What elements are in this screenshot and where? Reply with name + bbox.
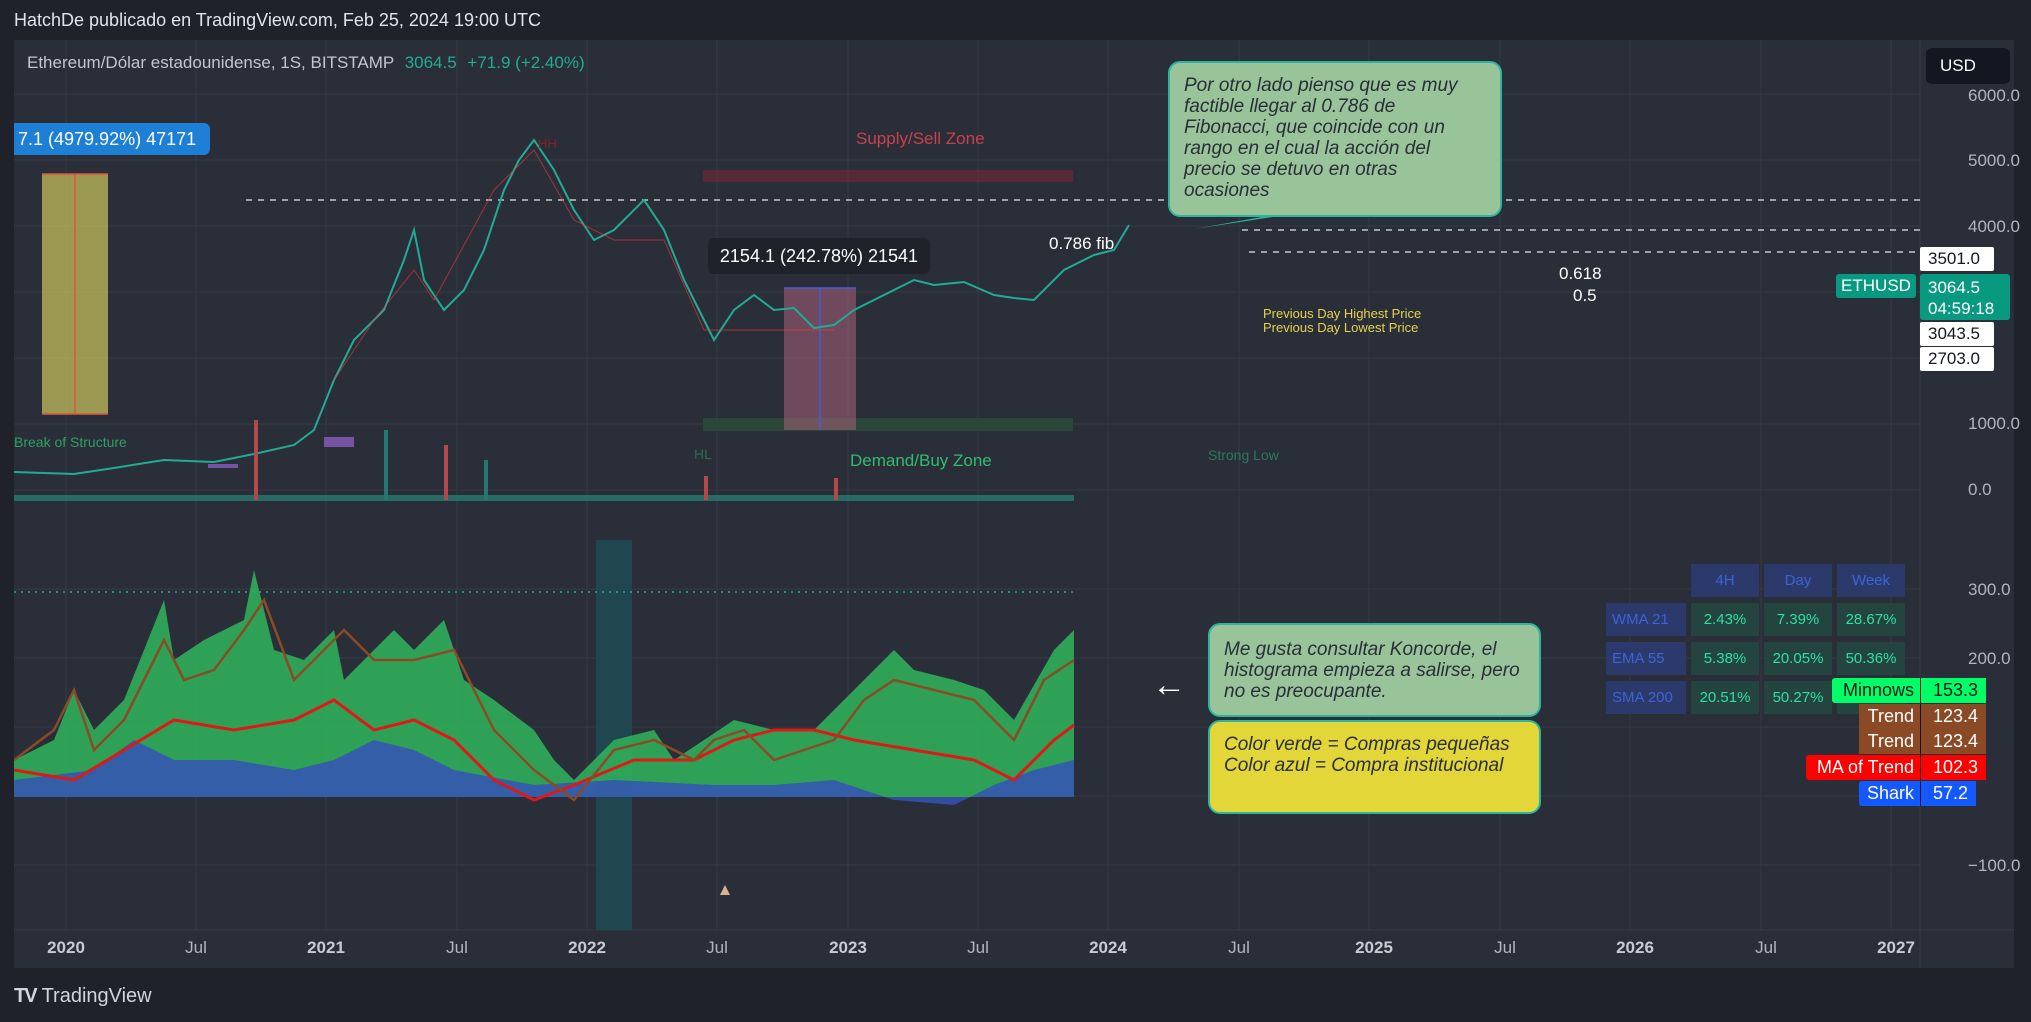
current-price: 3064.5 bbox=[1928, 278, 1980, 297]
color-legend-note[interactable]: Color verde = Compras pequeñas Color azu… bbox=[1208, 720, 1541, 814]
brand-name: TradingView bbox=[41, 985, 152, 1007]
hl-label: HL bbox=[694, 446, 712, 462]
x-tick: Jul bbox=[1755, 938, 1777, 957]
x-tick: Jul bbox=[967, 938, 989, 957]
koncorde-label-minnows: Minnows bbox=[1832, 678, 1920, 703]
ind-tick-minus100: −100.0 bbox=[1968, 856, 2021, 875]
publish-bar: HatchDe publicado en TradingView.com, Fe… bbox=[14, 10, 541, 30]
ma-cell: 50.27% bbox=[1764, 681, 1832, 714]
koncorde-value-minnows: 153.3 bbox=[1920, 678, 1986, 703]
x-tick: Jul bbox=[185, 938, 207, 957]
price-change: +71.9 (+2.40%) bbox=[467, 53, 585, 72]
y-tick-5000: 5000.0 bbox=[1968, 151, 2020, 170]
y-tick-4000: 4000.0 bbox=[1968, 217, 2020, 236]
pdl-label: Previous Day Lowest Price bbox=[1263, 320, 1419, 335]
koncorde-value-ma-trend: 102.3 bbox=[1920, 755, 1986, 780]
arrow-left-icon: ← bbox=[1152, 666, 1186, 704]
x-tick: 2020 bbox=[47, 938, 85, 957]
x-tick: 2023 bbox=[829, 938, 867, 957]
break-of-structure-label: Break of Structure bbox=[14, 434, 127, 450]
pdh-price-tag: 3043.5 bbox=[1920, 322, 1994, 346]
koncorde-value-shark: 57.2 bbox=[1920, 781, 1976, 806]
x-tick: 2027 bbox=[1877, 938, 1915, 957]
color-note-green: Color verde = Compras pequeñas bbox=[1224, 734, 1510, 755]
ma-cell: 2.43% bbox=[1691, 603, 1759, 636]
ind-tick-200: 200.0 bbox=[1968, 649, 2011, 668]
hh-label: HH bbox=[538, 136, 557, 151]
current-price-tag: 3064.5 04:59:18 bbox=[1920, 274, 2010, 320]
strong-low-label: Strong Low bbox=[1208, 447, 1279, 463]
symbol-legend[interactable]: Ethereum/Dólar estadounidense, 1S, BITST… bbox=[27, 53, 585, 73]
koncorde-label-trend: Trend bbox=[1859, 704, 1920, 729]
ma-cell: 50.36% bbox=[1837, 642, 1905, 675]
x-tick: 2026 bbox=[1616, 938, 1654, 957]
koncorde-label-shark: Shark bbox=[1859, 781, 1920, 806]
ma-cell: 28.67% bbox=[1837, 603, 1905, 636]
pdl-price-tag: 2703.0 bbox=[1920, 347, 1994, 371]
x-tick: Jul bbox=[1228, 938, 1250, 957]
measure-label-mid[interactable]: 2154.1 (242.78%) 21541 bbox=[708, 238, 930, 274]
footer-brand[interactable]: TV TradingView bbox=[14, 985, 152, 1008]
ma-row-label: SMA 200 bbox=[1606, 681, 1686, 714]
symbol-tag: ETHUSD bbox=[1836, 274, 1916, 298]
y-tick-0: 0.0 bbox=[1968, 480, 1992, 499]
ma-table-header: Week bbox=[1837, 564, 1905, 597]
ma-cell: 7.39% bbox=[1764, 603, 1832, 636]
currency-button[interactable]: USD bbox=[1926, 48, 2010, 84]
chart-canvas bbox=[14, 40, 2014, 968]
koncorde-value-trend: 123.4 bbox=[1920, 704, 1986, 729]
demand-zone-label: Demand/Buy Zone bbox=[850, 451, 992, 470]
fib-05-label: 0.5 bbox=[1573, 286, 1597, 305]
ma-cell: 20.05% bbox=[1764, 642, 1832, 675]
fib-note-callout[interactable]: Por otro lado pienso que es muy factible… bbox=[1168, 61, 1502, 217]
ma-table-header: 4H bbox=[1691, 564, 1759, 597]
color-note-blue: Color azul = Compra institucional bbox=[1224, 755, 1504, 776]
fib-0786-label: 0.786 fib bbox=[1049, 234, 1115, 253]
ma-row-label: EMA 55 bbox=[1606, 642, 1686, 675]
koncorde-label-ma-trend: MA of Trend bbox=[1806, 755, 1920, 780]
chart-pane[interactable] bbox=[14, 40, 2014, 968]
koncorde-label-trend-2: Trend bbox=[1859, 729, 1920, 754]
x-tick: 2022 bbox=[568, 938, 606, 957]
supply-zone-label: Supply/Sell Zone bbox=[856, 129, 985, 148]
y-tick-1000: 1000.0 bbox=[1968, 414, 2020, 433]
x-tick: Jul bbox=[1494, 938, 1516, 957]
measure-label-left[interactable]: 7.1 (4979.92%) 47171 bbox=[14, 123, 210, 155]
pdh-label: Previous Day Highest Price bbox=[1263, 306, 1422, 321]
last-price: 3064.5 bbox=[404, 53, 457, 72]
ind-tick-300: 300.0 bbox=[1968, 580, 2011, 599]
koncorde-note-callout[interactable]: Me gusta consultar Koncorde, el histogra… bbox=[1208, 623, 1541, 717]
ma-cell: 5.38% bbox=[1691, 642, 1759, 675]
symbol-description: Ethereum/Dólar estadounidense, 1S, BITST… bbox=[27, 53, 394, 72]
x-tick: Jul bbox=[446, 938, 468, 957]
x-tick: 2024 bbox=[1089, 938, 1127, 957]
y-tick-6000: 6000.0 bbox=[1968, 86, 2020, 105]
ma-row-label: WMA 21 bbox=[1606, 603, 1686, 636]
fib-0786-price-tag: 3501.0 bbox=[1920, 247, 1994, 271]
koncorde-value-trend-2: 123.4 bbox=[1920, 729, 1986, 754]
bar-countdown: 04:59:18 bbox=[1928, 299, 1995, 318]
tradingview-logo-icon: TV bbox=[14, 985, 38, 1007]
x-tick: Jul bbox=[706, 938, 728, 957]
x-tick: 2021 bbox=[307, 938, 345, 957]
ma-cell: 20.51% bbox=[1691, 681, 1759, 714]
x-tick: 2025 bbox=[1355, 938, 1393, 957]
ma-table-header: Day bbox=[1764, 564, 1832, 597]
fib-0618-label: 0.618 bbox=[1559, 264, 1602, 283]
